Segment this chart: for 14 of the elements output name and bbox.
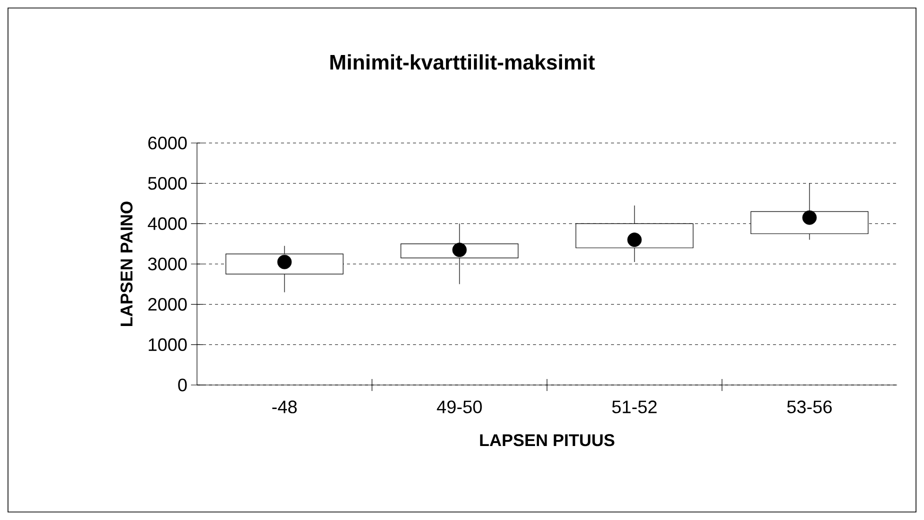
x-tick-label: 49-50 xyxy=(436,400,482,414)
y-tick-label: 0 xyxy=(178,378,187,392)
y-tick-label: 4000 xyxy=(148,217,187,230)
x-axis-title: LAPSEN PITUUS xyxy=(480,434,614,446)
chart-title: Minimit-kvarttiilit-maksimit xyxy=(330,54,595,70)
y-tick-label: 1000 xyxy=(148,338,187,352)
x-tick-label: 53-56 xyxy=(787,400,832,414)
y-tick-label: 2000 xyxy=(148,298,187,311)
y-tick-label: 3000 xyxy=(148,258,187,270)
x-tick-label: 51-52 xyxy=(612,400,657,414)
y-tick-label: 6000 xyxy=(148,136,187,150)
y-tick-label: 5000 xyxy=(148,176,187,190)
x-tick-label: -48 xyxy=(272,400,297,414)
y-axis-title: LAPSEN PAINO xyxy=(120,202,133,326)
